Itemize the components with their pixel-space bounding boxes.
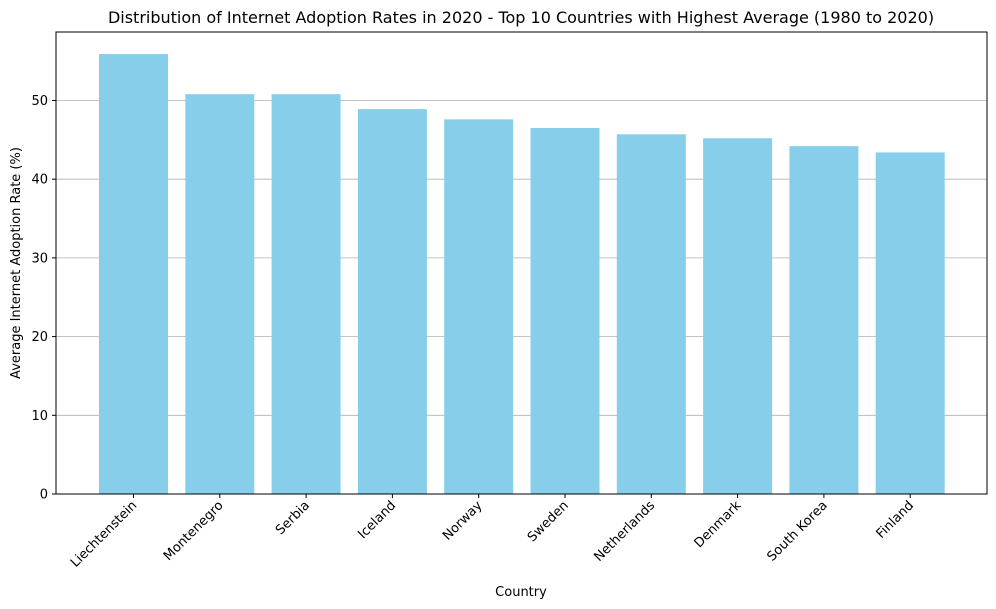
x-tick-label: Norway — [440, 498, 486, 544]
y-tick-label: 10 — [31, 409, 48, 424]
x-tick-label: Finland — [874, 498, 917, 541]
y-tick-label: 0 — [40, 488, 48, 503]
x-ticks: Liechtenstein Montenegro Serbia Iceland Norw… — [68, 494, 917, 571]
x-tick-label: Montenegro — [161, 498, 227, 564]
bar — [444, 119, 514, 495]
x-tick-label: Serbia — [273, 498, 313, 538]
x-tick-label: Denmark — [692, 498, 745, 551]
y-axis-label: Average Internet Adoption Rate (%) — [9, 147, 24, 379]
y-ticks: 0 10 20 30 40 50 — [31, 94, 56, 503]
bar — [616, 134, 686, 494]
x-tick-label: Netherlands — [591, 498, 658, 565]
x-tick-label: Liechtenstein — [68, 498, 140, 570]
y-tick-label: 50 — [31, 94, 48, 109]
y-tick-label: 20 — [31, 330, 48, 345]
bar — [357, 109, 427, 495]
bar — [185, 94, 255, 494]
chart-title: Distribution of Internet Adoption Rates … — [108, 8, 934, 27]
y-tick-label: 30 — [31, 251, 48, 266]
bar — [789, 146, 859, 494]
bar — [875, 152, 945, 495]
plot-frame — [55, 31, 988, 495]
x-tick-label: Sweden — [525, 498, 572, 545]
bar — [530, 128, 600, 494]
axes — [55, 31, 988, 495]
bars — [99, 54, 945, 495]
x-axis-label: Country — [495, 585, 547, 600]
bar — [271, 94, 341, 494]
x-tick-label: Iceland — [355, 498, 399, 542]
x-tick-label: South Korea — [764, 498, 830, 564]
bar — [703, 138, 773, 494]
y-tick-label: 40 — [31, 173, 48, 188]
bar — [99, 54, 168, 495]
